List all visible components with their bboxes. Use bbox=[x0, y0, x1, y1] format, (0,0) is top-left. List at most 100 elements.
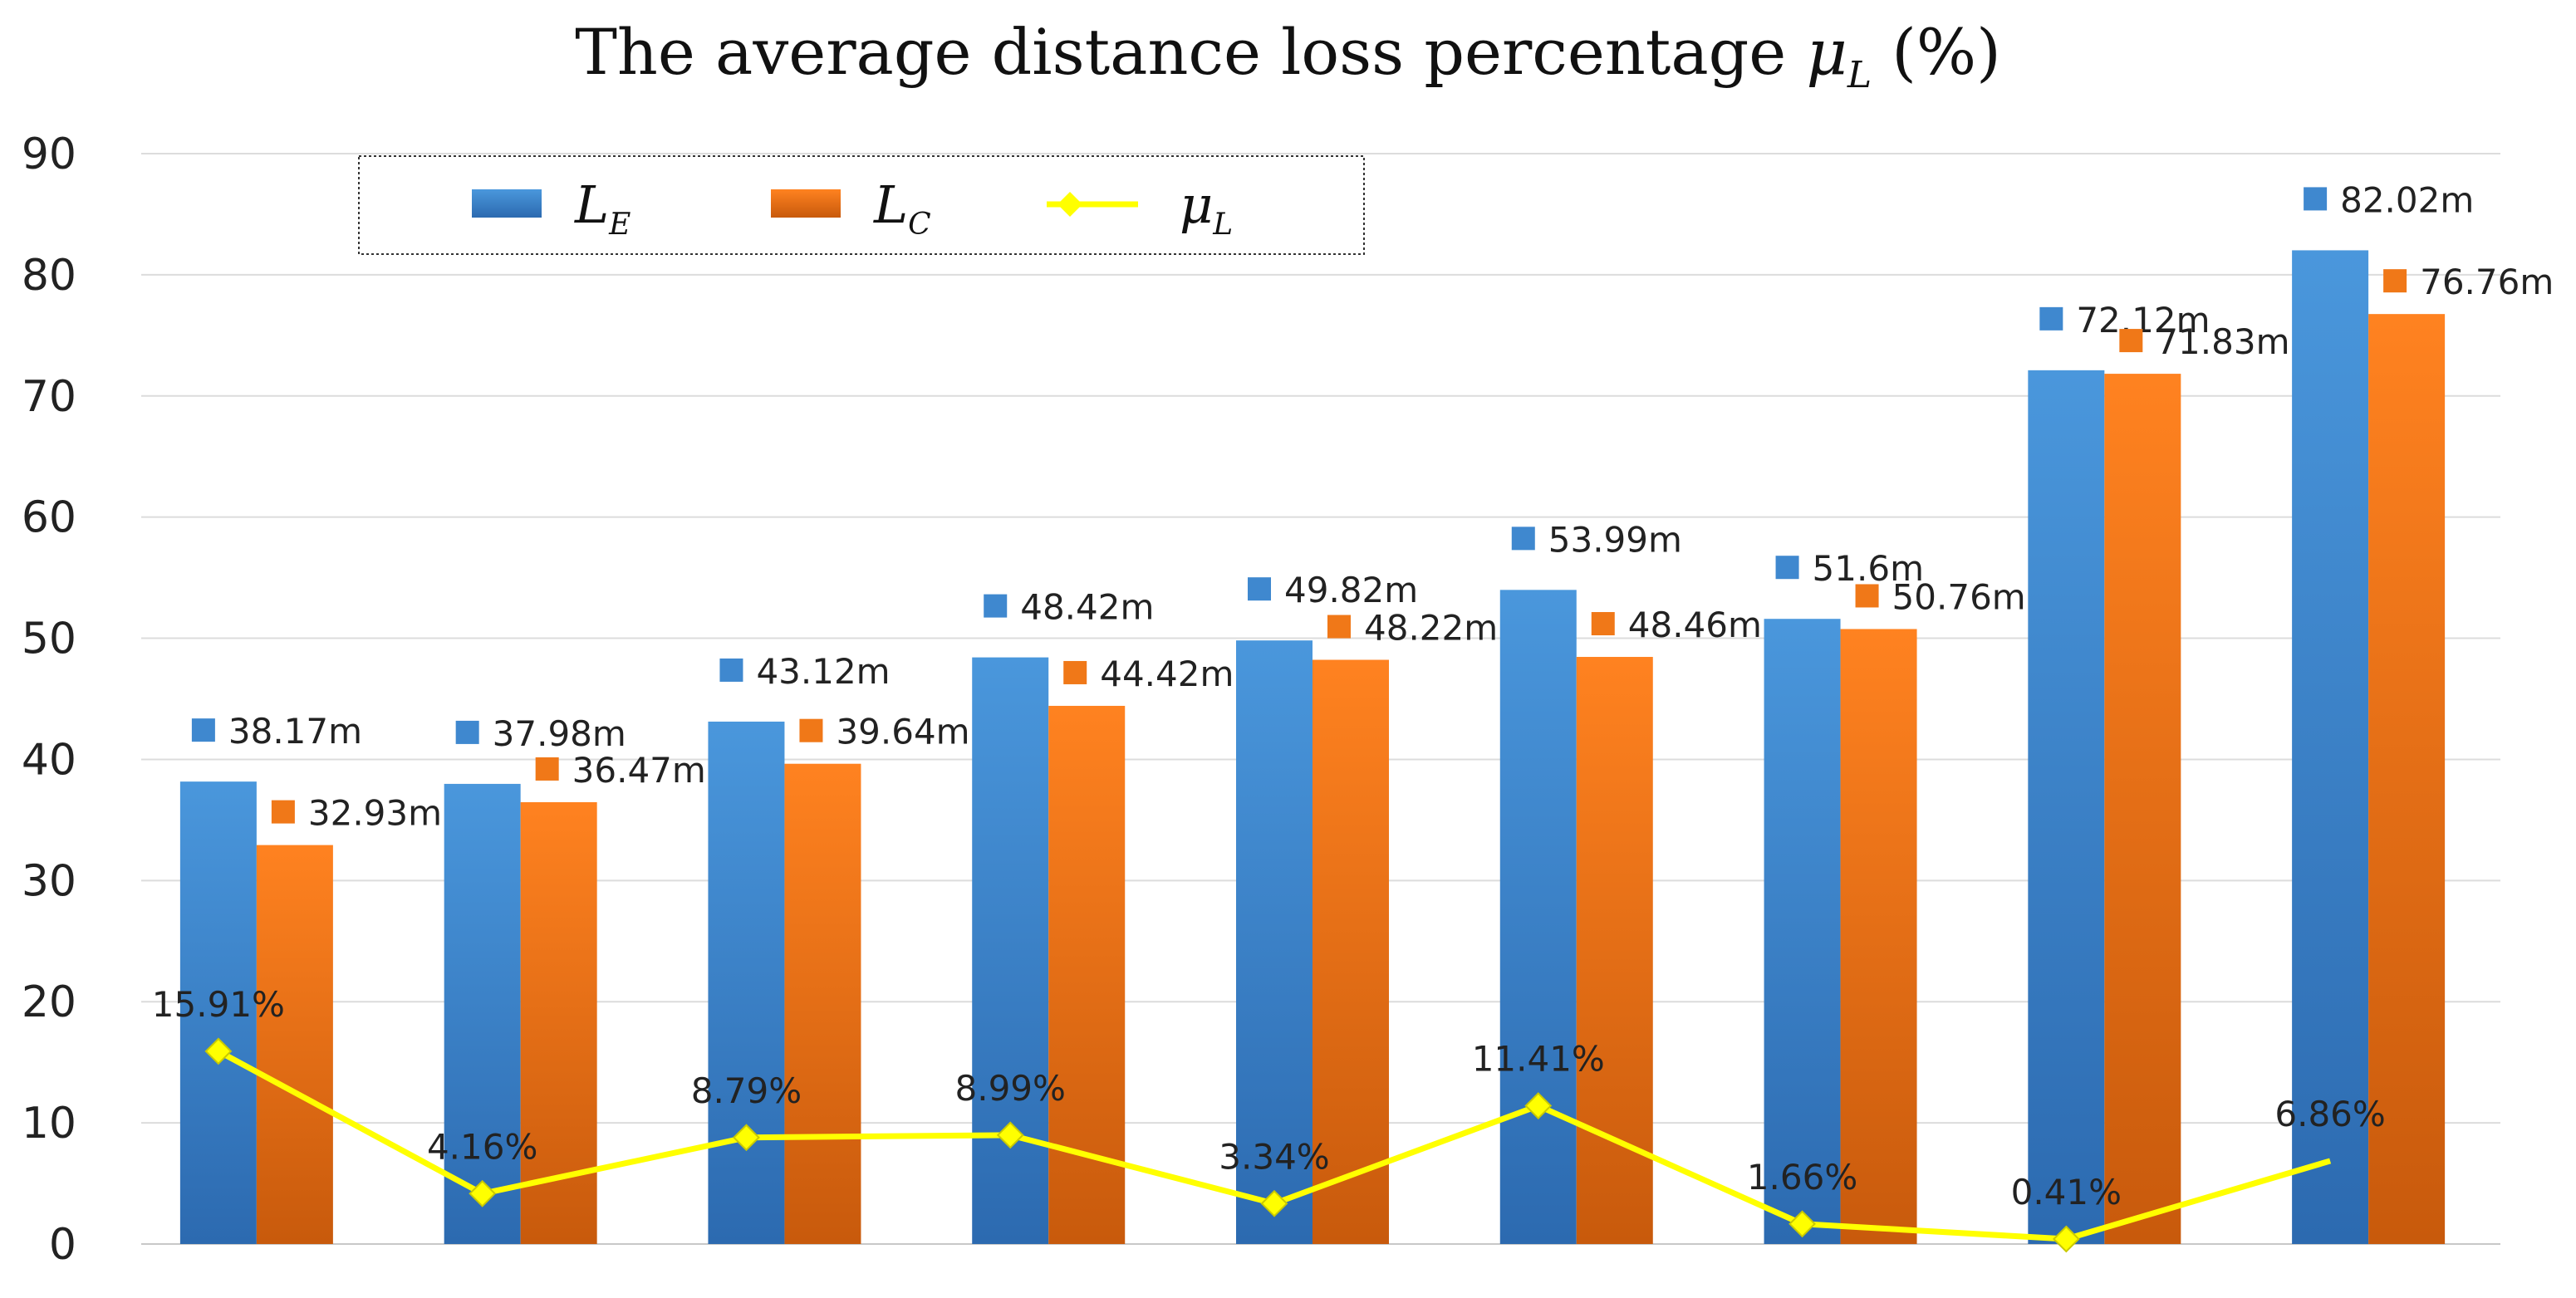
data-label-lc: 76.76m bbox=[2420, 262, 2554, 302]
data-label-le: 82.02m bbox=[2340, 179, 2474, 220]
bar-le bbox=[1236, 640, 1313, 1244]
chart-title-symbol-sub: L bbox=[1847, 54, 1872, 97]
data-label-lc: 44.42m bbox=[1100, 654, 1234, 694]
data-label-mu: 8.99% bbox=[955, 1068, 1066, 1109]
legend-le-label-sub: E bbox=[608, 208, 631, 242]
bar-le bbox=[1499, 590, 1577, 1244]
chart-title-text: The average distance loss percentage bbox=[575, 15, 1787, 89]
label-marker-le bbox=[2039, 306, 2063, 331]
bar-lc bbox=[1840, 629, 1917, 1244]
y-tick-label: 70 bbox=[22, 372, 76, 422]
data-label-le: 72.12m bbox=[2076, 300, 2210, 340]
data-label-mu: 4.16% bbox=[427, 1126, 537, 1167]
legend-mu-label-sub: L bbox=[1212, 208, 1233, 242]
label-marker-lc bbox=[1591, 612, 1615, 636]
bar-lc bbox=[1313, 659, 1389, 1244]
legend-le-label-main: L bbox=[574, 174, 609, 235]
data-label-le: 38.17m bbox=[228, 711, 362, 752]
y-tick-label: 80 bbox=[22, 251, 76, 301]
label-marker-lc bbox=[1855, 584, 1879, 608]
mu-point bbox=[1260, 1189, 1288, 1217]
bar-lc bbox=[256, 845, 333, 1244]
legend-lc-label-main: L bbox=[873, 174, 908, 235]
data-label-lc: 32.93m bbox=[308, 793, 442, 834]
data-label-le: 48.42m bbox=[1020, 587, 1154, 628]
bar-lc bbox=[2104, 374, 2181, 1245]
data-label-le: 53.99m bbox=[1548, 519, 1682, 560]
label-marker-le bbox=[719, 658, 743, 682]
y-tick-label: 30 bbox=[22, 856, 76, 906]
data-label-mu: 6.86% bbox=[2274, 1094, 2385, 1134]
legend-mu-swatch-marker bbox=[1057, 192, 1082, 217]
legend: LE LC μL bbox=[358, 155, 1365, 255]
mu-point bbox=[469, 1179, 497, 1207]
chart-title-suffix: (%) bbox=[1892, 15, 2001, 89]
label-marker-lc bbox=[271, 800, 295, 824]
bar-lc bbox=[2368, 314, 2446, 1245]
legend-mu: μL bbox=[1047, 174, 1233, 242]
legend-le-label: LE bbox=[574, 174, 631, 242]
label-marker-lc bbox=[799, 718, 823, 742]
y-tick-label: 40 bbox=[22, 735, 76, 785]
y-tick-label: 10 bbox=[22, 1099, 76, 1149]
bar-le bbox=[179, 781, 257, 1244]
bar-le bbox=[708, 721, 785, 1244]
data-label-le: 51.6m bbox=[1813, 548, 1924, 589]
mu-point bbox=[2052, 1225, 2080, 1253]
label-marker-le bbox=[191, 718, 215, 742]
label-marker-le bbox=[1775, 556, 1799, 580]
bar-le bbox=[2292, 250, 2369, 1245]
bar-lc bbox=[784, 763, 861, 1244]
label-marker-lc bbox=[2119, 329, 2143, 353]
mu-point bbox=[204, 1037, 233, 1065]
data-label-le: 49.82m bbox=[1284, 570, 1418, 610]
data-label-mu: 3.34% bbox=[1219, 1136, 1329, 1177]
legend-mu-label-main: μ bbox=[1180, 174, 1213, 235]
data-label-lc: 36.47m bbox=[572, 750, 706, 791]
mu-point bbox=[996, 1121, 1024, 1149]
label-marker-lc bbox=[535, 757, 559, 781]
y-tick-label: 50 bbox=[22, 615, 76, 664]
bar-le bbox=[2028, 370, 2105, 1244]
chart-title: The average distance loss percentage μL … bbox=[0, 15, 2576, 96]
data-label-le: 43.12m bbox=[756, 651, 890, 692]
y-tick-label: 90 bbox=[22, 130, 76, 179]
legend-le-swatch bbox=[472, 189, 542, 218]
label-marker-lc bbox=[2383, 269, 2407, 293]
data-label-mu: 0.41% bbox=[2011, 1172, 2122, 1212]
data-label-lc: 50.76m bbox=[1892, 576, 2026, 617]
legend-lc-swatch bbox=[771, 189, 841, 218]
mu-point bbox=[733, 1124, 760, 1152]
data-label-mu: 15.91% bbox=[152, 984, 285, 1025]
chart-title-symbol: μ bbox=[1806, 15, 1847, 89]
label-marker-lc bbox=[1327, 615, 1351, 639]
label-marker-lc bbox=[1063, 660, 1087, 684]
legend-mu-label: μL bbox=[1180, 174, 1233, 242]
mu-point bbox=[1524, 1092, 1553, 1119]
data-label-lc: 71.83m bbox=[2156, 321, 2289, 362]
label-marker-le bbox=[2304, 187, 2328, 211]
label-marker-le bbox=[1248, 577, 1271, 601]
legend-lc-label: LC bbox=[873, 174, 931, 242]
label-marker-le bbox=[984, 594, 1008, 618]
legend-lc-label-sub: C bbox=[908, 208, 931, 242]
bar-lc bbox=[1576, 657, 1653, 1244]
data-label-mu: 1.66% bbox=[1747, 1157, 1857, 1198]
data-label-mu: 11.41% bbox=[1472, 1039, 1605, 1080]
data-label-lc: 48.22m bbox=[1364, 608, 1498, 649]
legend-lc: LC bbox=[771, 174, 931, 242]
data-label-lc: 48.46m bbox=[1628, 605, 1762, 645]
data-label-le: 37.98m bbox=[493, 713, 626, 754]
bar-le bbox=[444, 783, 521, 1244]
mu-point bbox=[1788, 1210, 1816, 1238]
legend-le: LE bbox=[472, 174, 631, 242]
data-label-lc: 39.64m bbox=[836, 712, 969, 752]
data-label-mu: 8.79% bbox=[691, 1070, 802, 1111]
bars-layer bbox=[179, 250, 2446, 1245]
bar-le bbox=[1764, 619, 1841, 1244]
label-marker-le bbox=[455, 720, 479, 744]
y-tick-label: 20 bbox=[22, 977, 76, 1027]
y-tick-label: 0 bbox=[49, 1220, 76, 1270]
